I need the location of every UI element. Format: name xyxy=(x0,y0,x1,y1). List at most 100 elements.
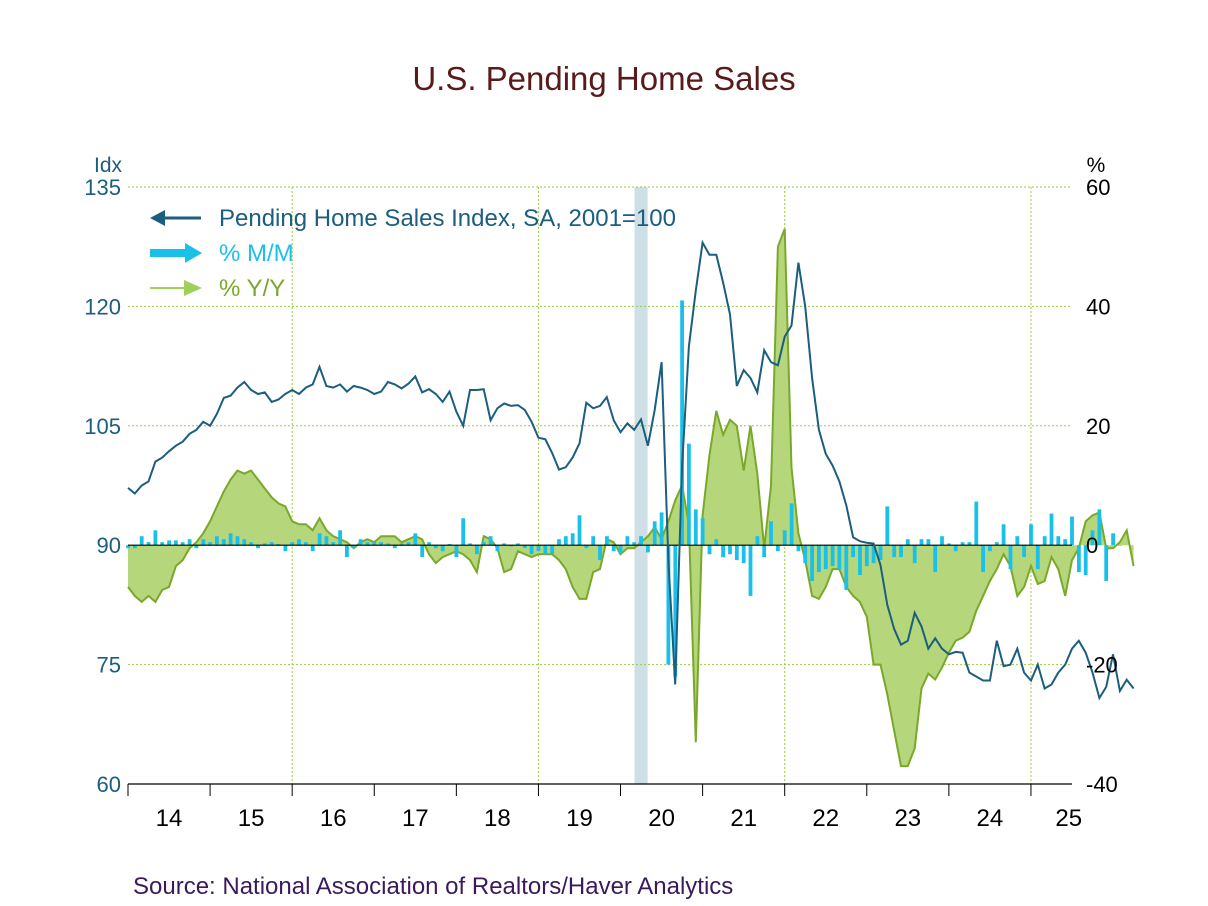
mm-bar xyxy=(577,515,582,546)
x-tick-label: 25 xyxy=(1055,805,1082,832)
mm-bar xyxy=(201,539,206,546)
mm-bar xyxy=(605,536,609,546)
mm-bar xyxy=(249,542,253,546)
mm-bar xyxy=(502,543,507,546)
yy-series-line xyxy=(127,228,1135,768)
mm-bar xyxy=(481,542,486,546)
mm-bar xyxy=(728,545,732,555)
mm-bar xyxy=(1083,545,1088,575)
mm-bar xyxy=(386,543,390,546)
mm-bar xyxy=(167,540,171,546)
mm-bar xyxy=(591,536,596,546)
right-tick-label: 0 xyxy=(1086,533,1098,558)
mm-bar xyxy=(297,539,301,546)
mm-bar xyxy=(830,545,835,567)
mm-bar xyxy=(139,536,144,546)
mm-bar xyxy=(646,545,650,553)
mm-bar xyxy=(714,539,719,546)
mm-bar xyxy=(331,542,336,546)
x-tick-label: 15 xyxy=(238,805,265,832)
mm-bar xyxy=(324,536,329,546)
mm-bar xyxy=(475,545,479,555)
mm-bar xyxy=(1090,530,1095,546)
left-tick-label: 60 xyxy=(97,772,121,797)
mm-bar xyxy=(557,539,561,546)
legend-label-index: Pending Home Sales Index, SA, 2001=100 xyxy=(219,205,676,232)
right-tick-label: 20 xyxy=(1086,414,1110,439)
mm-bar xyxy=(687,443,691,546)
left-tick-label: 135 xyxy=(84,175,121,200)
mm-bar xyxy=(940,536,944,546)
right-tick-label: 40 xyxy=(1086,294,1110,319)
mm-bar xyxy=(1008,545,1013,570)
mm-bar xyxy=(563,536,568,546)
mm-bar xyxy=(304,542,308,546)
mm-bar xyxy=(611,545,616,552)
mm-bar xyxy=(926,539,931,546)
x-tick-label: 22 xyxy=(812,805,839,832)
x-tick-label: 20 xyxy=(648,805,675,832)
mm-bar xyxy=(372,542,377,546)
mm-bar xyxy=(803,545,808,564)
x-tick-label: 18 xyxy=(484,805,511,832)
mm-bar xyxy=(180,542,185,546)
mm-bar xyxy=(174,540,178,546)
mm-bar xyxy=(933,545,938,573)
mm-bar xyxy=(680,300,684,546)
x-tick-label: 21 xyxy=(730,805,757,832)
mm-bar xyxy=(276,544,281,546)
mm-bar xyxy=(495,545,500,552)
mm-bar xyxy=(160,542,165,546)
recession-shading-layer xyxy=(634,187,648,784)
mm-bar xyxy=(536,545,541,552)
mm-bar xyxy=(187,539,192,546)
mm-bar xyxy=(256,545,260,549)
mm-bar xyxy=(413,533,418,546)
mm-bar xyxy=(1111,533,1115,546)
mm-bar xyxy=(310,545,315,552)
x-tick-label: 24 xyxy=(977,805,1004,832)
mm-bar xyxy=(693,509,698,546)
mm-bar xyxy=(892,545,897,558)
mm-bar xyxy=(810,545,814,581)
index-series-line xyxy=(127,239,1135,701)
mm-bar xyxy=(358,539,363,546)
mm-bar xyxy=(618,545,623,555)
source-note: Source: National Association of Realtors… xyxy=(133,873,733,900)
mm-bar xyxy=(1049,513,1054,546)
mm-bar xyxy=(1097,509,1102,546)
mm-bar xyxy=(967,542,972,546)
mm-bar xyxy=(269,542,274,546)
mm-bar xyxy=(858,545,862,575)
mm-bar xyxy=(864,545,869,567)
mm-bar xyxy=(488,536,493,546)
mm-bar xyxy=(550,545,554,555)
mm-bars-layer xyxy=(126,300,1122,677)
mm-bar xyxy=(468,543,472,546)
mm-bar xyxy=(338,530,342,546)
recession-shading xyxy=(634,187,648,784)
mm-bar xyxy=(776,545,780,552)
mm-bar xyxy=(399,543,404,546)
mm-bar xyxy=(516,543,520,546)
mm-bar xyxy=(194,545,199,549)
mm-bar xyxy=(885,506,890,546)
mm-bar xyxy=(974,501,979,546)
x-tick-label: 19 xyxy=(566,805,593,832)
mm-bar xyxy=(734,545,739,561)
text-layer: U.S. Pending Home Sales Idx % Source: Na… xyxy=(94,60,1105,900)
mm-bar xyxy=(584,545,589,549)
mm-bar xyxy=(837,545,842,570)
mm-bar xyxy=(632,542,637,546)
mm-bar xyxy=(215,536,219,546)
mm-bar xyxy=(1063,539,1068,546)
mm-bar xyxy=(235,536,240,546)
legend-label-mm: % M/M xyxy=(219,240,294,267)
mm-bar xyxy=(912,545,917,564)
mm-bar xyxy=(454,545,459,558)
mm-bar xyxy=(748,545,753,596)
mm-bar xyxy=(1022,545,1026,558)
mm-bar xyxy=(1077,545,1081,573)
mm-bar xyxy=(133,545,137,549)
mm-bar xyxy=(796,545,801,552)
